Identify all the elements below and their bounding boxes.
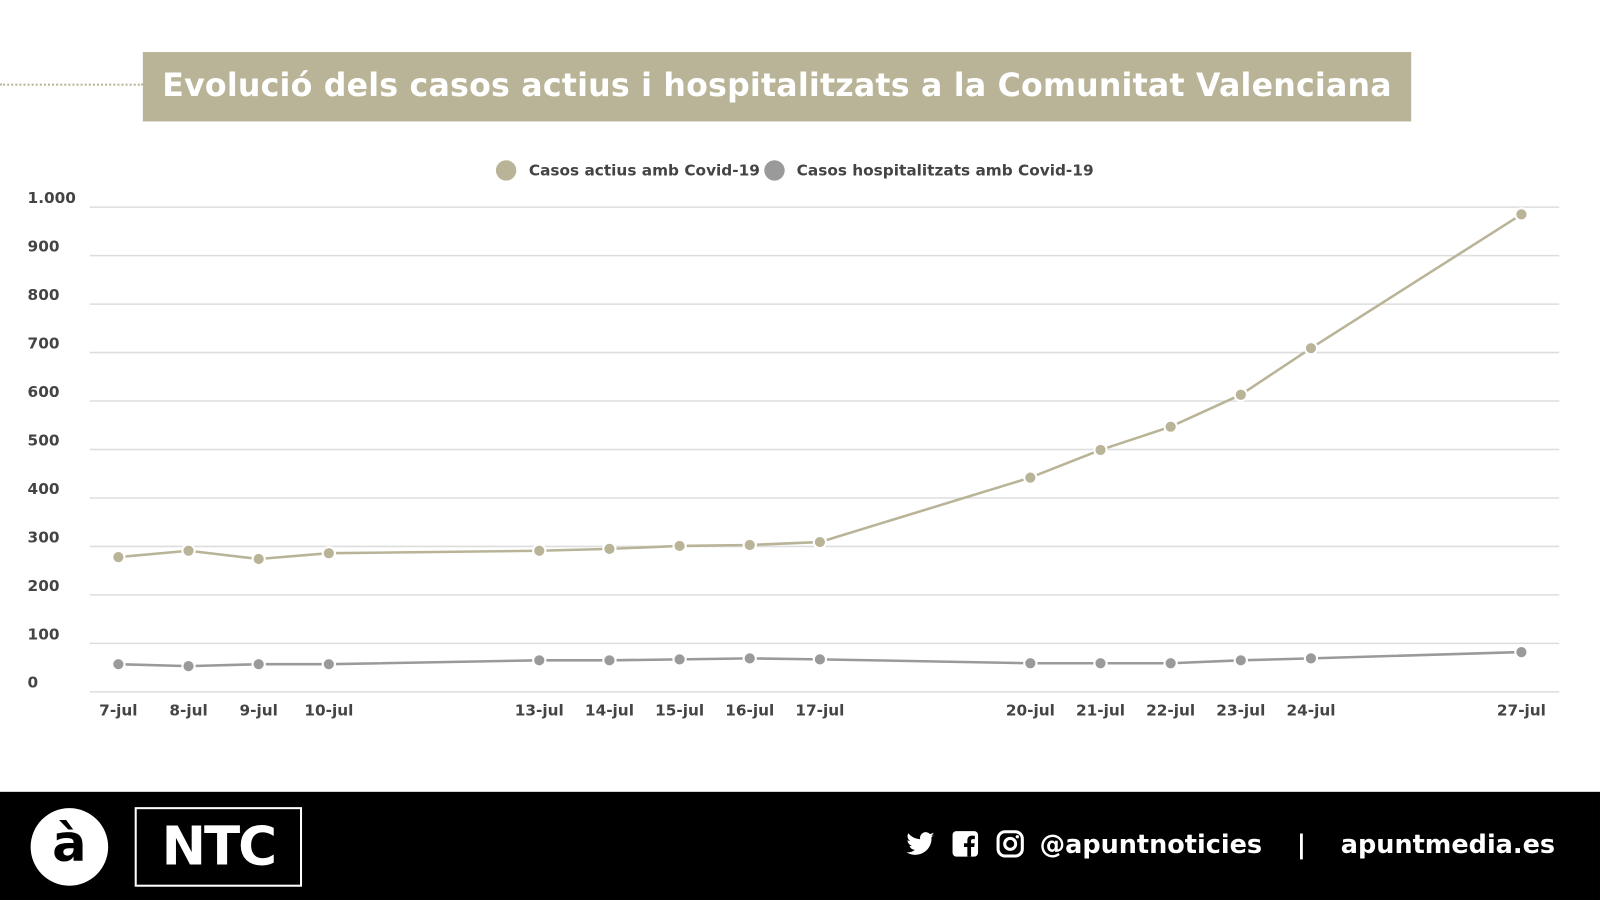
- y-tick-label: 1.000: [28, 189, 76, 207]
- social-handle[interactable]: @apuntnoticies: [1039, 829, 1263, 859]
- y-tick-label: 600: [28, 383, 60, 401]
- data-point: [1303, 651, 1319, 666]
- data-point: [251, 657, 266, 672]
- website-link[interactable]: apuntmedia.es: [1340, 829, 1556, 859]
- data-point: [1233, 653, 1248, 668]
- data-point: [181, 658, 196, 674]
- y-tick-label: 300: [28, 528, 60, 546]
- footer: à NTC @apuntnoticies | apuntmedia.es: [0, 791, 1600, 900]
- y-tick-label: 800: [28, 286, 60, 304]
- legend-swatch-hospital: [763, 160, 785, 181]
- x-tick-label: 17-jul: [795, 701, 844, 719]
- y-tick-label: 200: [28, 577, 60, 595]
- legend-item-active: Casos actius amb Covid-19: [496, 160, 760, 181]
- y-tick-label: 100: [28, 625, 60, 643]
- data-point: [181, 543, 196, 558]
- x-tick-label: 7-jul: [99, 701, 137, 719]
- chart-title: Evolució dels casos actius i hospitalitz…: [142, 52, 1412, 122]
- x-tick-label: 16-jul: [725, 701, 774, 719]
- data-point: [742, 651, 757, 666]
- data-point: [602, 541, 617, 556]
- data-point: [111, 657, 126, 672]
- data-point: [321, 546, 336, 561]
- x-tick-label: 21-jul: [1076, 701, 1125, 719]
- data-point: [1023, 656, 1038, 671]
- social-links: @apuntnoticies | apuntmedia.es: [905, 829, 1555, 860]
- data-point: [532, 543, 547, 558]
- data-point: [742, 537, 757, 553]
- footer-separator: |: [1296, 829, 1307, 859]
- y-tick-label: 0: [28, 674, 39, 692]
- data-point: [1514, 207, 1529, 222]
- x-tick-label: 13-jul: [515, 701, 564, 719]
- title-dotted-line: [0, 83, 143, 86]
- x-tick-label: 14-jul: [585, 701, 634, 719]
- x-tick-label: 27-jul: [1497, 701, 1546, 719]
- line-chart: 0 100 200 300 400 500 600 700 800 900 1.000 7-jul 8-…: [28, 189, 1560, 719]
- data-point: [1023, 470, 1038, 485]
- series-line-active: [118, 213, 1523, 561]
- apunt-logo: à: [30, 808, 109, 886]
- legend-label-active: Casos actius amb Covid-19: [528, 161, 760, 180]
- legend: Casos actius amb Covid-19 Casos hospital…: [0, 160, 1600, 181]
- data-point: [1303, 341, 1319, 356]
- x-tick-label: 8-jul: [169, 701, 207, 719]
- x-tick-label: 9-jul: [239, 701, 277, 719]
- data-point: [672, 652, 687, 667]
- x-tick-label: 20-jul: [1006, 701, 1055, 719]
- legend-item-hospital: Casos hospitalitzats amb Covid-19: [763, 160, 1094, 181]
- facebook-icon[interactable]: [950, 829, 981, 860]
- ntc-logo: NTC: [134, 807, 303, 887]
- y-tick-label: 900: [28, 238, 60, 256]
- data-point: [602, 653, 617, 668]
- x-tick-label: 22-jul: [1146, 701, 1195, 719]
- x-tick-label: 23-jul: [1216, 701, 1265, 719]
- data-point: [532, 653, 547, 668]
- x-tick-label: 10-jul: [304, 701, 353, 719]
- legend-label-hospital: Casos hospitalitzats amb Covid-19: [796, 161, 1094, 180]
- x-tick-label: 15-jul: [655, 701, 704, 719]
- data-point: [1163, 419, 1178, 434]
- data-point: [111, 549, 126, 565]
- legend-swatch-active: [496, 160, 517, 181]
- y-tick-label: 500: [28, 431, 60, 449]
- twitter-icon[interactable]: [905, 829, 936, 860]
- data-point: [1163, 656, 1178, 671]
- data-point: [1514, 644, 1529, 660]
- data-point: [672, 538, 687, 554]
- y-tick-label: 400: [28, 480, 60, 498]
- y-tick-label: 700: [28, 334, 60, 352]
- data-point: [812, 652, 828, 667]
- data-point: [1093, 656, 1108, 671]
- data-point: [321, 657, 336, 672]
- data-point: [1093, 442, 1108, 458]
- data-point: [1233, 387, 1248, 402]
- data-point: [812, 534, 828, 550]
- instagram-icon[interactable]: [995, 829, 1026, 860]
- x-tick-label: 24-jul: [1286, 701, 1335, 719]
- data-point: [251, 551, 266, 567]
